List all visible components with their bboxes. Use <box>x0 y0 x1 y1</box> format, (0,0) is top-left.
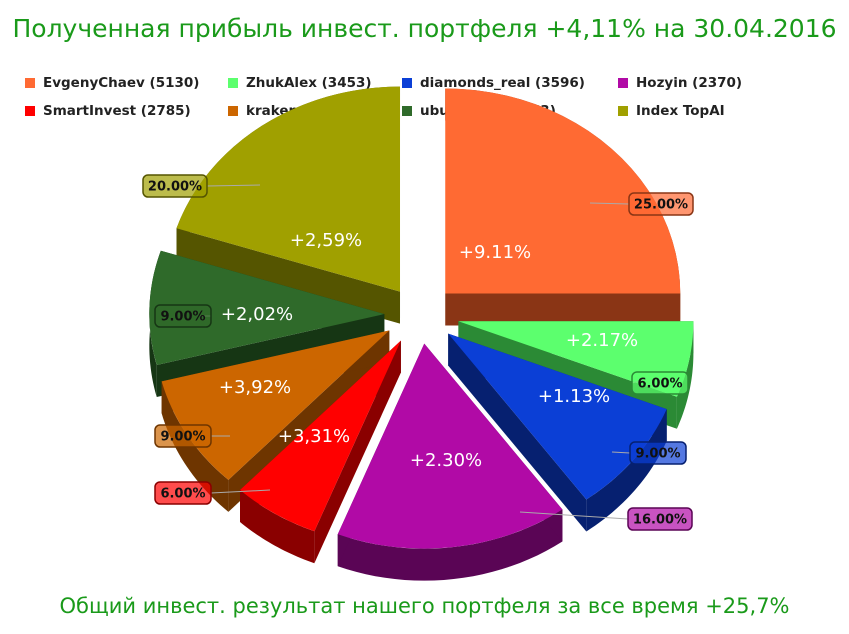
legend-swatch <box>402 106 412 116</box>
slice-value-label: +3,92% <box>219 377 291 398</box>
slice-value-label: +2.17% <box>566 330 638 351</box>
legend-item: diamonds_real (3596) <box>402 73 585 93</box>
pie-slice-side <box>240 490 315 564</box>
legend-item: Index TopAI <box>618 101 725 121</box>
legend-swatch <box>402 78 412 88</box>
legend-item: EvgenyChaev (5130) <box>25 73 199 93</box>
callout-box <box>629 441 687 465</box>
legend-swatch <box>25 106 35 116</box>
legend-swatch <box>25 78 35 88</box>
pie-slice <box>176 86 401 292</box>
slice-share-label: 9.00% <box>160 430 205 445</box>
slice-share-label: 9.00% <box>160 310 205 325</box>
pie-slice <box>445 88 681 294</box>
legend-item: ZhukAlex (3453) <box>228 73 372 93</box>
callout-box <box>627 507 693 531</box>
callout-box <box>628 192 694 216</box>
legend-label: Hozyin (2370) <box>636 75 743 91</box>
pie-slice <box>448 333 667 500</box>
legend-label: ZhukAlex (3453) <box>246 75 372 91</box>
callout-line <box>519 511 629 520</box>
pie-slice-wall <box>445 293 681 326</box>
callout-box <box>142 174 208 198</box>
callout-box <box>631 371 689 395</box>
slice-value-label: +2,02% <box>221 304 293 325</box>
callout-line <box>206 184 261 187</box>
legend-item: Hozyin (2370) <box>618 73 742 93</box>
pie-slice-side <box>676 321 694 429</box>
slice-value-label: +9.11% <box>459 242 531 263</box>
callout-line <box>589 202 630 205</box>
callout-box <box>154 304 212 328</box>
callout-box <box>154 424 212 448</box>
legend-label: Index TopAI <box>636 103 725 119</box>
callout-line <box>210 489 271 494</box>
pie-slice-wall <box>176 228 401 324</box>
legend-item: SmartInvest (2785) <box>25 101 191 121</box>
pie-slice-side <box>337 509 563 581</box>
pie-slice <box>240 340 401 532</box>
chart-title: Полученная прибыль инвест. портфеля +4,1… <box>12 14 837 43</box>
slice-value-label: +2,59% <box>290 230 362 251</box>
pie-slice <box>161 330 390 480</box>
slice-share-label: 6.00% <box>160 487 205 502</box>
slice-value-label: +2.30% <box>410 450 482 471</box>
slice-share-label: 16.00% <box>633 513 687 528</box>
callout-box <box>154 481 212 505</box>
legend-swatch <box>618 106 628 116</box>
slice-share-label: 20.00% <box>148 180 202 195</box>
pie-slice-wall <box>448 333 587 532</box>
pie-slice <box>149 250 385 366</box>
legend-swatch <box>618 78 628 88</box>
legend-label: diamonds_real (3596) <box>420 75 585 91</box>
pie-slice-side <box>586 409 667 532</box>
slice-share-label: 25.00% <box>634 198 688 213</box>
slice-share-label: 6.00% <box>637 377 682 392</box>
slice-value-label: +3,31% <box>278 426 350 447</box>
legend-label: SmartInvest (2785) <box>43 103 191 119</box>
slice-share-label: 9.00% <box>635 447 680 462</box>
legend-swatch <box>228 78 238 88</box>
footer-summary: Общий инвест. результат нашего портфеля … <box>59 594 790 618</box>
legend-swatch <box>228 106 238 116</box>
slice-value-label: +1.13% <box>538 386 610 407</box>
pie-slice-wall <box>314 340 401 564</box>
callout-line <box>611 451 631 454</box>
legend-label: EvgenyChaev (5130) <box>43 75 200 91</box>
pie-slice <box>337 343 563 549</box>
